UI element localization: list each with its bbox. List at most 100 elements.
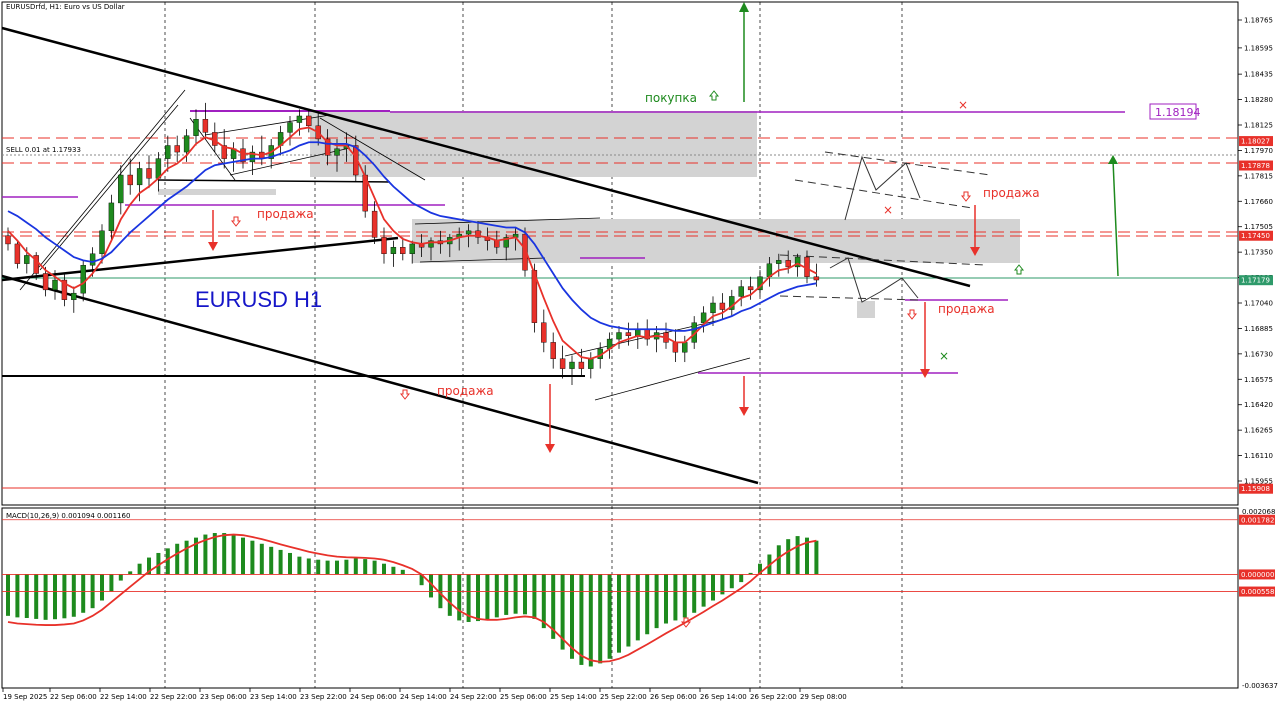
bear-candle: [785, 260, 791, 268]
macd-bar: [523, 574, 527, 615]
macd-bar: [62, 574, 67, 619]
channel-line-b: [39, 104, 179, 271]
macd-bar: [372, 560, 377, 575]
bull-candle: [287, 122, 293, 133]
macd-bar: [673, 574, 678, 621]
macd-bar: [325, 560, 330, 575]
macd-histogram: [6, 533, 819, 667]
bull-candle: [465, 230, 472, 235]
black-short-line: [157, 179, 391, 183]
macd-bar: [278, 549, 283, 575]
bull-candle: [569, 361, 575, 369]
fast-ma-line: [7, 126, 817, 360]
price-tick-label: 1.17505: [1244, 223, 1273, 231]
bear-candle: [522, 233, 528, 271]
buy-label: покупка: [645, 91, 697, 105]
descending-trendline-top: [1, 26, 971, 288]
sell-arrow-4-head: [970, 247, 980, 256]
macd-bar: [269, 546, 274, 575]
price-tag-label: 1.18027: [1241, 138, 1270, 146]
macd-bar: [222, 533, 227, 575]
macd-bar: [353, 558, 358, 575]
macd-bar: [184, 540, 189, 575]
range-top: [414, 217, 601, 225]
bear-candle: [174, 145, 180, 153]
macd-bar: [579, 574, 584, 665]
bull-candle: [794, 256, 801, 268]
projections: [779, 151, 991, 303]
macd-bar: [24, 574, 29, 618]
bull-candle: [682, 342, 688, 353]
small-down-arrow-3: [960, 191, 972, 202]
bull-candle: [428, 240, 434, 248]
macd-bar: [43, 574, 48, 620]
bear-candle: [475, 230, 481, 238]
price-tag-label: 1.17450: [1241, 232, 1270, 240]
macd-bar: [15, 574, 20, 618]
cross-mark-3: ×: [939, 349, 949, 363]
zones: [158, 111, 1020, 318]
macd-bar: [297, 556, 302, 575]
macd-bar: [34, 574, 39, 619]
bear-candle: [719, 302, 726, 310]
macd-bar: [400, 569, 405, 575]
small-down-arrow-macd: [680, 617, 692, 628]
slow-ma-line: [7, 141, 817, 332]
price-tag-label: 1.17179: [1241, 277, 1270, 285]
macd-bar: [598, 574, 603, 664]
buy-arrow-2-line: [1112, 159, 1119, 277]
macd-bar: [203, 534, 208, 575]
sell-arrow-1-head: [208, 242, 218, 251]
bear-candle: [221, 145, 227, 159]
bull-candle: [193, 119, 199, 136]
macd-bar: [137, 563, 142, 575]
bear-candle: [400, 247, 406, 254]
macd-bar: [447, 574, 452, 616]
macd-bar: [306, 558, 311, 575]
bull-candle: [80, 265, 86, 294]
macd-tag-bg: [1239, 569, 1275, 580]
macd-bar: [118, 574, 123, 581]
bull-candle: [409, 243, 415, 254]
macd-bar: [494, 574, 499, 618]
channel-line-d: [319, 117, 426, 181]
time-tick-label: 23 Sep 06:00: [200, 693, 247, 701]
bear-candle: [550, 342, 556, 359]
cross-mark-2: ×: [883, 203, 893, 217]
mid-zone: [412, 219, 1020, 263]
macd-bar: [654, 574, 659, 629]
bear-candle: [202, 119, 209, 133]
macd-bar: [805, 537, 809, 575]
macd-bar: [344, 559, 349, 575]
bull-candle: [24, 255, 30, 264]
macd-bar: [607, 574, 612, 659]
time-tick-label: 23 Sep 22:00: [300, 693, 347, 701]
small-zone: [158, 189, 276, 195]
macd-bar: [729, 574, 734, 589]
macd-bar: [109, 574, 114, 592]
macd-bar: [419, 574, 424, 586]
bear-candle: [813, 276, 820, 281]
macd-bar: [6, 574, 10, 616]
bear-candle: [127, 174, 133, 186]
macd-bar: [250, 540, 255, 575]
price-tick-label: 1.17350: [1244, 249, 1273, 257]
macd-bottom-label: -0.003637: [1242, 682, 1278, 690]
macd-bar: [316, 559, 321, 575]
price-tick-label: 1.18765: [1244, 17, 1273, 25]
small-zone-right: [857, 301, 875, 318]
order-label: SELL 0.01 at 1.17933: [6, 146, 81, 154]
rising-trendline: [1, 236, 399, 282]
macd-bar: [128, 571, 133, 575]
macd-bar: [748, 572, 753, 575]
macd-bar: [664, 574, 668, 624]
proj-dash-3: [779, 254, 986, 266]
time-tick-label: 26 Sep 06:00: [650, 693, 697, 701]
resistance-zone: [310, 111, 757, 177]
time-tick-label: 22 Sep 14:00: [100, 693, 147, 701]
macd-bar: [758, 563, 762, 575]
sell-arrow-2-head: [545, 444, 555, 453]
levels: [2, 110, 1238, 489]
price-tick-label: 1.16885: [1244, 325, 1273, 333]
